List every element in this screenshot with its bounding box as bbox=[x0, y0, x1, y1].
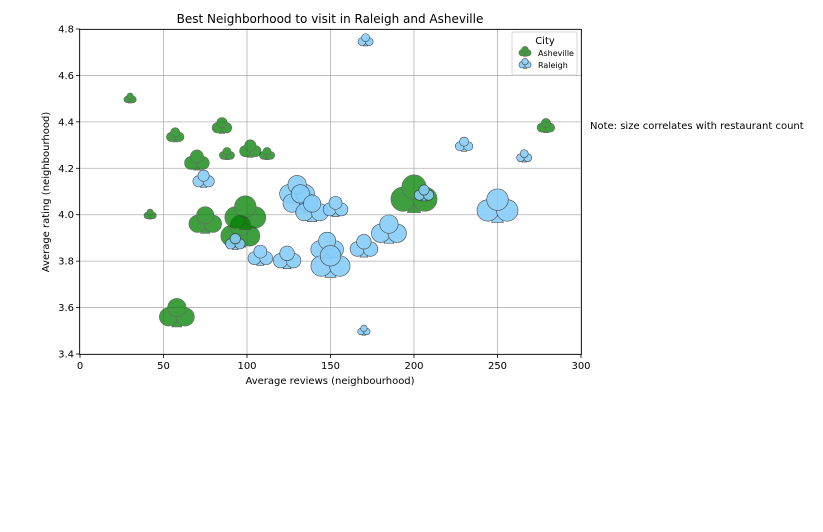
x-axis-label: Average reviews (neighbourhood) bbox=[245, 376, 414, 387]
legend-marker-asheville bbox=[518, 46, 532, 57]
asheville-point bbox=[219, 147, 235, 161]
y-axis-label: Average rating (neighbourhood) bbox=[41, 112, 52, 273]
x-axis-ticks: 0 50 100 150 200 250 300 bbox=[77, 354, 591, 372]
asheville-point bbox=[536, 118, 555, 134]
asheville-point bbox=[211, 117, 233, 134]
x-tick-label: 150 bbox=[321, 361, 340, 372]
asheville-point bbox=[224, 195, 267, 230]
legend-marker-raleigh bbox=[518, 58, 532, 69]
asheville-point bbox=[239, 139, 262, 158]
x-tick-label: 50 bbox=[157, 361, 170, 372]
y-tick-label: 4.6 bbox=[58, 71, 74, 82]
raleigh-point bbox=[192, 169, 215, 188]
grid-lines bbox=[79, 28, 582, 355]
raleigh-point bbox=[357, 324, 371, 336]
size-note: Note: size correlates with restaurant co… bbox=[590, 121, 804, 132]
y-tick-label: 3.4 bbox=[58, 350, 74, 361]
x-tick-label: 100 bbox=[237, 361, 256, 372]
x-tick-label: 0 bbox=[77, 361, 83, 372]
legend: City Asheville Raleigh bbox=[511, 31, 578, 76]
raleigh-point bbox=[295, 194, 329, 222]
raleigh-point bbox=[310, 245, 351, 278]
y-tick-label: 4.8 bbox=[58, 25, 74, 36]
raleigh-point bbox=[455, 136, 474, 152]
raleigh-point bbox=[371, 214, 407, 244]
raleigh-point bbox=[349, 234, 379, 258]
legend-title: City bbox=[535, 36, 555, 47]
raleigh-point bbox=[413, 184, 435, 202]
asheville-point bbox=[143, 208, 157, 220]
y-tick-label: 4.2 bbox=[58, 164, 74, 175]
asheville-point bbox=[166, 127, 185, 143]
y-tick-label: 4.4 bbox=[58, 117, 74, 128]
asheville-point bbox=[159, 298, 195, 328]
legend-label-asheville: Asheville bbox=[538, 49, 574, 58]
raleigh-point bbox=[247, 244, 274, 266]
raleigh-point bbox=[516, 149, 533, 163]
raleigh-point bbox=[322, 196, 349, 217]
chart-title: Best Neighborhood to visit in Raleigh an… bbox=[177, 12, 484, 26]
asheville-point bbox=[123, 92, 137, 104]
y-tick-label: 4.0 bbox=[58, 210, 74, 221]
x-tick-label: 300 bbox=[571, 361, 590, 372]
y-axis-ticks: 3.4 3.6 3.8 4.0 4.2 4.4 4.6 4.8 bbox=[58, 25, 80, 361]
x-tick-label: 250 bbox=[488, 361, 507, 372]
asheville-point bbox=[184, 149, 210, 171]
asheville-point bbox=[259, 147, 275, 161]
scatter-points bbox=[123, 33, 555, 336]
y-tick-label: 3.8 bbox=[58, 257, 74, 268]
raleigh-point bbox=[272, 245, 302, 269]
asheville-point bbox=[188, 206, 222, 234]
raleigh-point bbox=[476, 188, 519, 223]
x-tick-label: 200 bbox=[404, 361, 423, 372]
y-tick-label: 3.6 bbox=[58, 303, 74, 314]
raleigh-point bbox=[225, 233, 246, 250]
legend-label-raleigh: Raleigh bbox=[538, 61, 568, 70]
raleigh-point bbox=[357, 33, 374, 47]
